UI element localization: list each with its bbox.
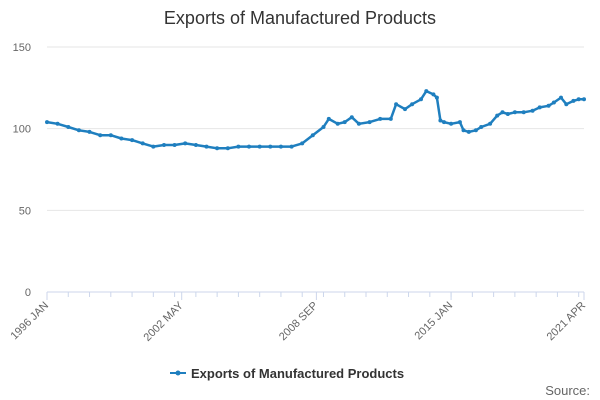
data-point[interactable] (215, 146, 220, 151)
data-point[interactable] (225, 146, 230, 151)
data-point[interactable] (546, 103, 551, 108)
data-point[interactable] (349, 115, 354, 120)
data-point[interactable] (289, 144, 294, 149)
data-point[interactable] (582, 97, 586, 102)
y-tick-label: 50 (19, 205, 31, 217)
data-point[interactable] (326, 116, 331, 121)
x-tick-label: 2015 JAN (413, 300, 456, 343)
legend[interactable]: Exports of Manufactured Products (170, 366, 404, 381)
chart-title: Exports of Manufactured Products (164, 8, 436, 28)
x-tick-label: 2008 SEP (277, 300, 321, 344)
data-point[interactable] (537, 105, 542, 110)
data-point[interactable] (466, 129, 471, 134)
data-point[interactable] (342, 120, 347, 125)
data-point[interactable] (564, 102, 569, 107)
data-point[interactable] (394, 102, 399, 107)
data-point[interactable] (571, 98, 576, 103)
data-point[interactable] (473, 128, 478, 133)
data-point[interactable] (438, 118, 443, 123)
data-point[interactable] (87, 129, 92, 134)
y-tick-label: 150 (13, 42, 31, 54)
x-axis: 1996 JAN 2002 MAY 2008 SEP 2015 JAN 2021 APR (8, 292, 588, 344)
data-point[interactable] (66, 125, 71, 129)
data-point[interactable] (521, 110, 526, 115)
data-point[interactable] (300, 141, 305, 146)
data-point[interactable] (140, 141, 145, 146)
data-point[interactable] (321, 125, 326, 129)
data-point[interactable] (431, 92, 436, 97)
data-point[interactable] (76, 128, 81, 133)
data-point[interactable] (98, 133, 103, 138)
data-point[interactable] (500, 110, 505, 115)
y-axis: 0 50 100 150 (13, 42, 31, 299)
data-point[interactable] (378, 116, 383, 121)
data-point[interactable] (151, 144, 156, 149)
data-point[interactable] (551, 100, 556, 105)
legend-label[interactable]: Exports of Manufactured Products (191, 366, 404, 381)
data-point[interactable] (356, 121, 361, 126)
x-tick-label: 2002 MAY (142, 299, 187, 344)
legend-dot-marker[interactable] (175, 370, 181, 376)
data-point[interactable] (108, 133, 113, 138)
data-point[interactable] (55, 121, 60, 126)
data-point[interactable] (559, 95, 563, 100)
data-point[interactable] (335, 121, 340, 126)
data-point[interactable] (247, 144, 251, 149)
y-tick-label: 0 (25, 287, 31, 299)
data-point[interactable] (403, 107, 407, 112)
data-point[interactable] (45, 120, 49, 125)
data-point[interactable] (410, 102, 415, 107)
x-tick-label: 2021 APR (545, 300, 589, 344)
data-point[interactable] (512, 110, 517, 115)
data-point[interactable] (172, 143, 177, 147)
data-point[interactable] (457, 120, 462, 125)
x-tick-label: 1996 JAN (8, 300, 51, 343)
data-point[interactable] (424, 89, 429, 94)
data-point[interactable] (268, 144, 273, 149)
data-point[interactable] (204, 144, 209, 149)
data-point[interactable] (461, 128, 466, 133)
data-point[interactable] (419, 97, 423, 102)
data-point[interactable] (162, 143, 166, 147)
series-line[interactable] (46, 89, 584, 150)
data-point[interactable] (310, 133, 315, 138)
data-point[interactable] (479, 125, 484, 129)
data-point[interactable] (257, 144, 262, 149)
data-point[interactable] (505, 112, 510, 116)
gridlines (47, 46, 584, 211)
data-point[interactable] (367, 120, 372, 125)
data-point[interactable] (449, 121, 454, 126)
y-tick-label: 100 (13, 124, 31, 136)
data-point[interactable] (530, 108, 535, 113)
data-point[interactable] (495, 113, 500, 118)
data-point[interactable] (278, 144, 283, 149)
data-point[interactable] (183, 141, 188, 146)
data-point[interactable] (442, 120, 446, 125)
series-layer (45, 89, 586, 151)
data-point[interactable] (434, 95, 439, 100)
data-point[interactable] (130, 138, 135, 143)
data-point[interactable] (236, 144, 241, 149)
data-point[interactable] (388, 116, 393, 121)
data-point[interactable] (576, 97, 581, 102)
data-point[interactable] (193, 143, 198, 147)
source-label: Source: (545, 383, 590, 398)
data-point[interactable] (488, 121, 493, 126)
data-point[interactable] (119, 136, 124, 141)
